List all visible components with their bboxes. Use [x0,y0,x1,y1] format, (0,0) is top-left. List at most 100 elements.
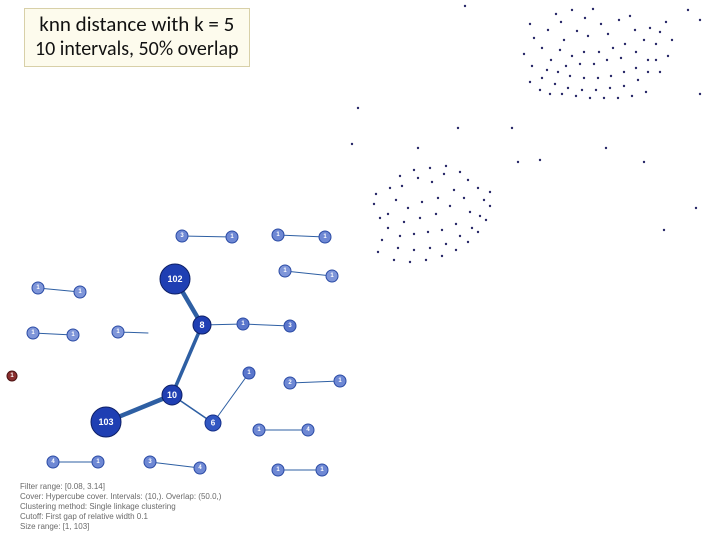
graph-edge [290,381,340,383]
scatter-point [489,205,491,207]
scatter-point [397,247,399,249]
scatter-point [389,187,391,189]
scatter-point [541,47,543,49]
scatter-point [401,185,403,187]
scatter-point [511,127,513,129]
scatter-point [539,89,541,91]
scatter-point [631,95,633,97]
scatter-point [377,251,379,253]
scatter-point [598,51,600,53]
scatter-point [635,51,637,53]
scatter-point [409,261,411,263]
scatter-point [357,107,359,109]
scatter-point [393,259,395,261]
scatter-point [576,30,578,32]
scatter-point [485,219,487,221]
scatter-point [541,77,543,79]
scatter-point [600,23,602,25]
scatter-point [459,171,461,173]
scatter-point [575,95,577,97]
scatter-point [477,187,479,189]
scatter-point [643,161,645,163]
scatter-point [471,227,473,229]
scatter-point [554,83,556,85]
scatter-point [387,227,389,229]
scatter-point [546,69,548,71]
scatter-point [655,59,657,61]
scatter-point [597,77,599,79]
scatter-point [419,217,421,219]
scatter-point [435,213,437,215]
scatter-point [427,231,429,233]
scatter-point [571,55,573,57]
scatter-point [453,189,455,191]
scatter-point [592,8,594,10]
scatter-point [699,93,701,95]
scatter-point [623,85,625,87]
scatter-point [643,39,645,41]
graph-edge [213,373,249,423]
scatter-point [375,193,377,195]
scatter-point [467,179,469,181]
scatter-point [477,231,479,233]
scatter-point [563,39,565,41]
scatter-point [659,31,661,33]
scatter-point [445,243,447,245]
scatter-point [647,59,649,61]
scatter-point [605,147,607,149]
scatter-point [659,71,661,73]
scatter-point [587,35,589,37]
scatter-point [617,97,619,99]
scatter-point [561,93,563,95]
scatter-point [649,27,651,29]
scatter-point [523,53,525,55]
scatter-point [581,89,583,91]
scatter-point [441,255,443,257]
scatter-point [533,37,535,39]
scatter-point [449,205,451,207]
scatter-point [529,81,531,83]
graph-node-label: 8 [199,320,204,330]
graph-edge [150,462,200,468]
scatter-points [351,5,701,263]
scatter-point [539,159,541,161]
scatter-point [593,63,595,65]
scatter-point [467,241,469,243]
scatter-point [457,127,459,129]
scatter-point [634,29,636,31]
scatter-point [665,21,667,23]
scatter-point [429,167,431,169]
scatter-point [399,235,401,237]
scatter-point [407,207,409,209]
diagram-scene: 10210381061131111111111213144134111 [0,0,720,540]
scatter-point [695,207,697,209]
scatter-point [624,43,626,45]
scatter-point [555,13,557,15]
graph-edge [182,236,232,237]
scatter-point [635,67,637,69]
graph-edge [243,324,290,326]
scatter-point [417,147,419,149]
scatter-point [459,235,461,237]
graph-edge [172,325,202,395]
scatter-point [531,65,533,67]
scatter-point [637,79,639,81]
scatter-point [609,87,611,89]
scatter-point [517,161,519,163]
scatter-point [618,19,620,21]
scatter-point [647,71,649,73]
scatter-point [373,203,375,205]
scatter-point [413,169,415,171]
scatter-point [699,19,701,21]
scatter-point [655,43,657,45]
scatter-point [579,63,581,65]
scatter-point [417,177,419,179]
scatter-point [567,87,569,89]
scatter-point [351,143,353,145]
scatter-point [529,23,531,25]
scatter-point [381,239,383,241]
scatter-point [443,173,445,175]
scatter-point [607,33,609,35]
graph-edge [285,271,332,276]
graph-edge [278,235,325,237]
